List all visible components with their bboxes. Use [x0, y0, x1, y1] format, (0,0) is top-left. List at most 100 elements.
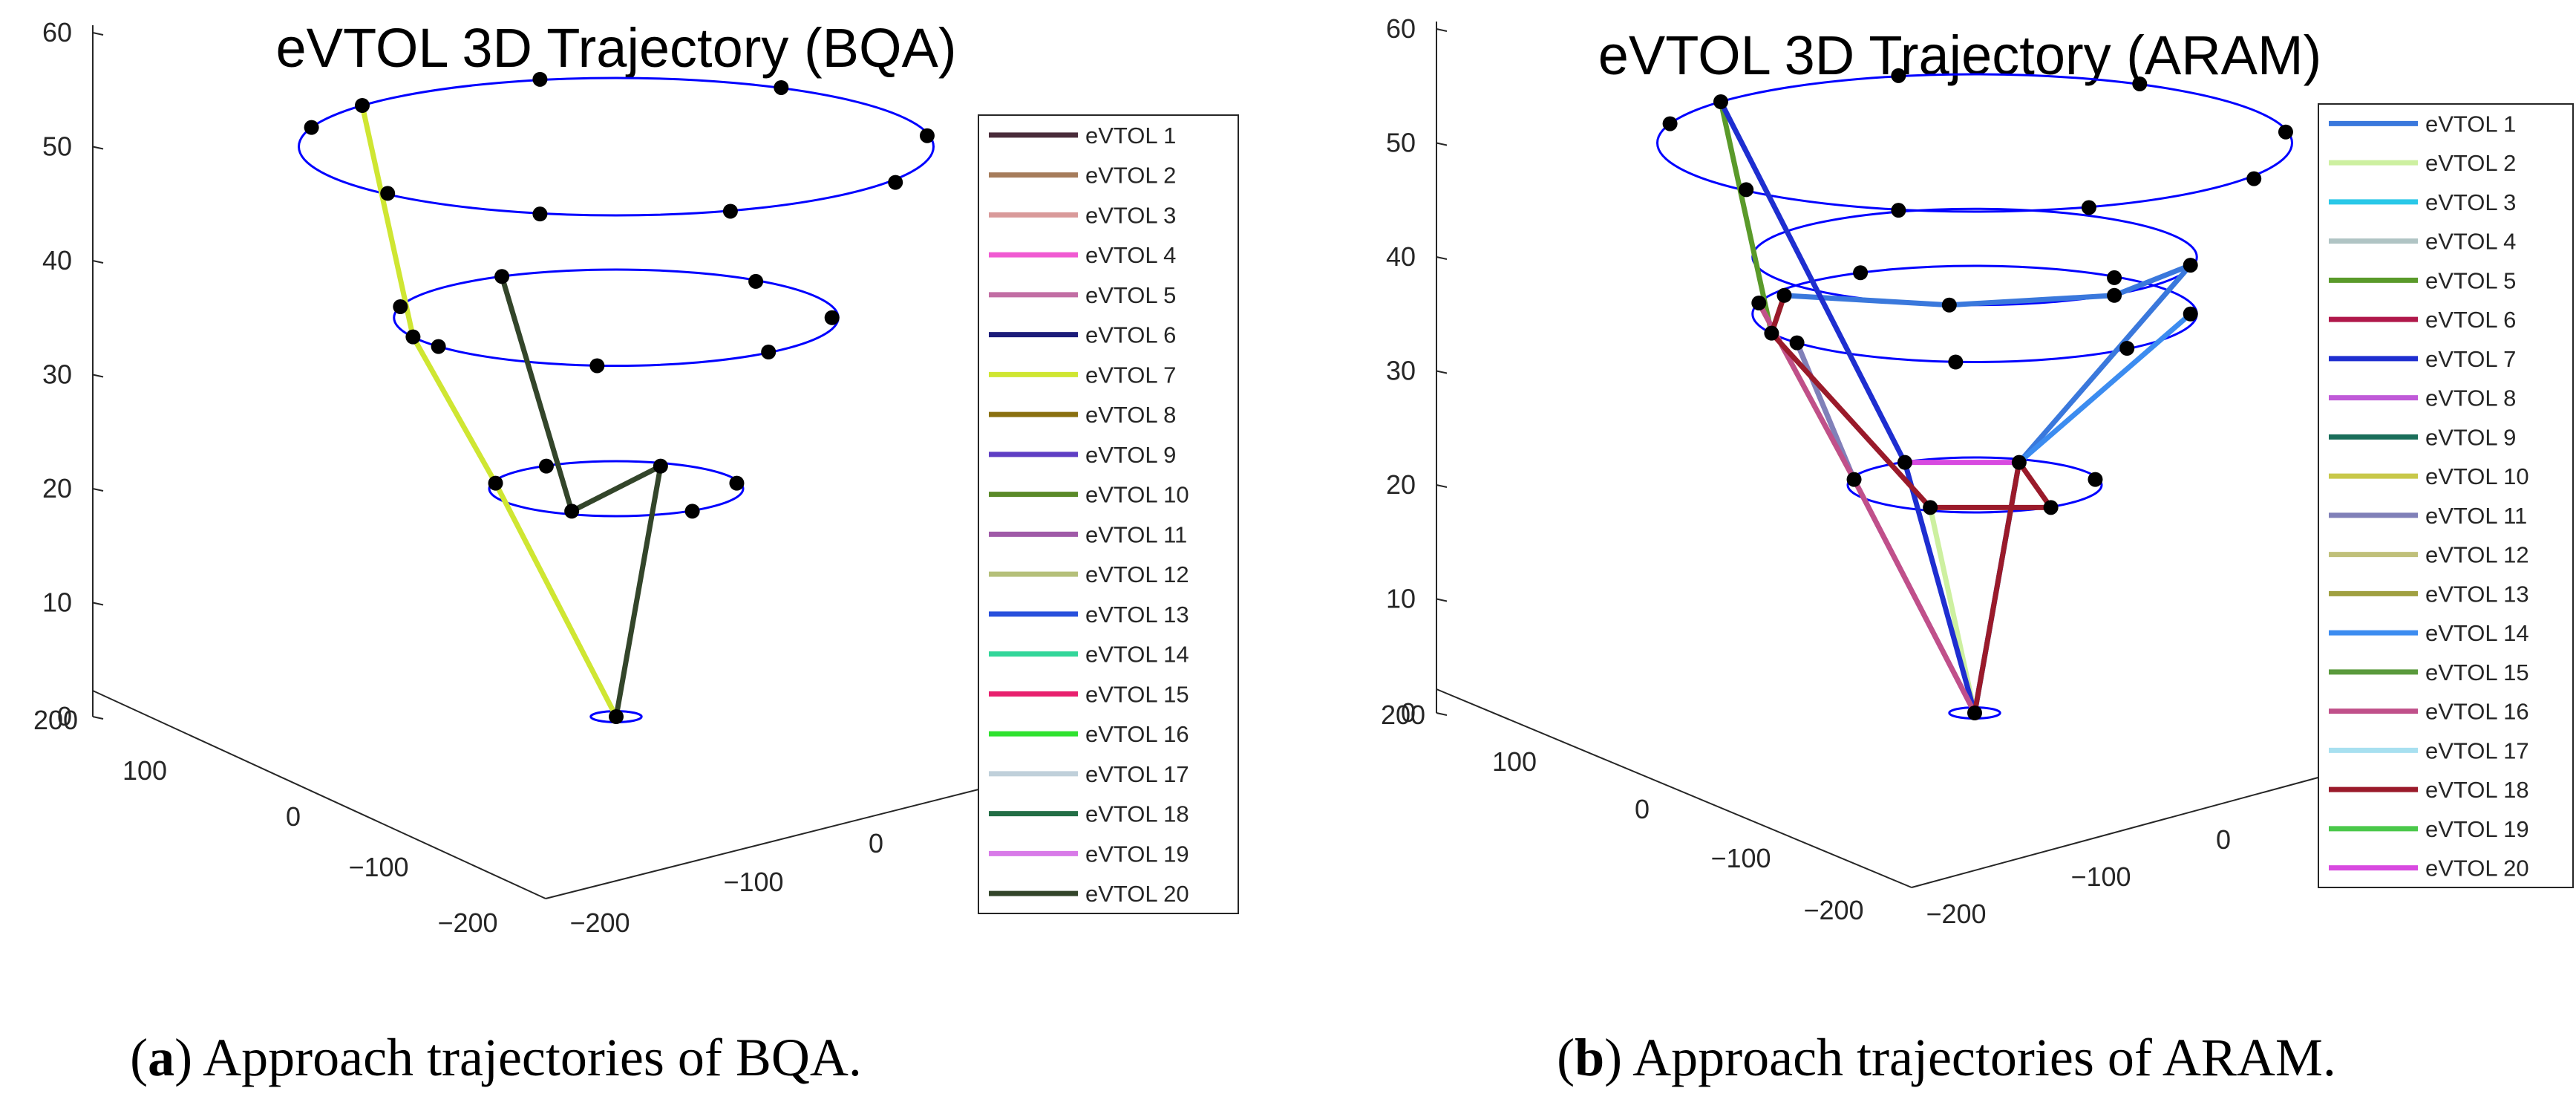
waypoint-marker: [380, 186, 396, 201]
z-tick-label: 20: [42, 473, 72, 504]
x-tick-label: −100: [2070, 861, 2131, 892]
altitude-ring: [1656, 73, 2293, 213]
caption-b-letter: b: [1575, 1028, 1604, 1087]
waypoint-marker: [538, 458, 554, 474]
legend-label: eVTOL 4: [2425, 229, 2516, 255]
legend-label: eVTOL 10: [1085, 482, 1189, 508]
legend-label: eVTOL 1: [1085, 123, 1176, 149]
y-tick-label: −200: [437, 908, 497, 938]
z-tick-label: 0: [1401, 697, 1416, 728]
y-tick-label: 100: [1492, 746, 1537, 777]
waypoint-marker: [684, 504, 700, 519]
waypoint-marker: [405, 329, 421, 345]
legend-label: eVTOL 7: [1085, 362, 1176, 388]
waypoint-marker: [1776, 287, 1792, 303]
waypoint-marker: [2107, 287, 2122, 303]
z-tick-label: 50: [42, 131, 72, 162]
waypoint-marker: [431, 339, 446, 354]
y-tick-label: 200: [1381, 700, 1425, 730]
legend-label: eVTOL 11: [1085, 521, 1187, 547]
legend-label: eVTOL 20: [2425, 856, 2529, 882]
altitude-ring: [488, 460, 745, 518]
waypoint-marker: [1846, 472, 1862, 487]
y-tick-label: 100: [122, 755, 167, 786]
z-tick-mark: [92, 716, 104, 720]
legend-label: eVTOL 18: [1085, 801, 1189, 827]
waypoint-marker: [1897, 454, 1912, 470]
legend-label: eVTOL 16: [2425, 699, 2529, 725]
legend-label: eVTOL 4: [1085, 242, 1176, 268]
waypoint-marker: [888, 175, 903, 190]
waypoint-marker: [1662, 116, 1678, 131]
chart-title: eVTOL 3D Trajectory (BQA): [275, 17, 956, 79]
legend-label: eVTOL 11: [2425, 503, 2527, 529]
legend-label: eVTOL 6: [2425, 307, 2516, 333]
legend: eVTOL 1 eVTOL 2 eVTOL 3 eVTOL 4 eVTOL 5 eVTOL…: [978, 114, 1239, 914]
waypoint-marker: [1948, 354, 1964, 370]
y-tick-label: 0: [286, 801, 301, 832]
z-tick-label: 10: [42, 587, 72, 618]
waypoint-marker: [355, 98, 370, 113]
y-tick-label: −100: [348, 852, 408, 882]
waypoint-marker: [2011, 454, 2027, 470]
y-tick-label: −100: [1710, 843, 1771, 873]
z-tick-label: 40: [1386, 241, 1416, 272]
waypoint-marker: [729, 475, 745, 491]
z-tick-label: 0: [57, 701, 72, 732]
waypoint-marker: [2043, 500, 2059, 515]
waypoint-marker: [774, 79, 789, 95]
legend-label: eVTOL 12: [2425, 542, 2529, 568]
legend-label: eVTOL 3: [2425, 189, 2516, 215]
z-tick-mark: [1436, 256, 1448, 260]
trajectory-line: [359, 102, 619, 720]
altitude-ring: [1846, 456, 2103, 514]
caption-b-open: (: [1557, 1028, 1575, 1087]
waypoint-marker: [1891, 203, 1906, 218]
z-tick-mark: [92, 602, 104, 606]
z-tick-mark: [92, 146, 104, 150]
waypoint-marker: [722, 203, 738, 219]
waypoint-marker: [1941, 297, 1957, 313]
legend-box: [2318, 103, 2574, 888]
y-axis-line: [92, 690, 546, 899]
panel-bqa: eVTOL 3D Trajectory (BQA) 0 10 20 30 40 50 60 −2…: [33, 17, 1239, 938]
altitude-ring: [298, 76, 935, 217]
legend-label: eVTOL 13: [2425, 581, 2529, 607]
z-tick-mark: [1436, 484, 1448, 488]
legend-label: eVTOL 9: [1085, 442, 1176, 468]
z-tick-mark: [1436, 712, 1448, 716]
waypoint-marker: [532, 71, 548, 87]
x-tick-label: −100: [723, 867, 783, 897]
legend-label: eVTOL 16: [1085, 721, 1189, 747]
z-tick-label: 60: [1386, 13, 1416, 44]
legend-label: eVTOL 5: [2425, 267, 2516, 293]
z-tick-mark: [92, 32, 104, 36]
trajectory-line: [499, 273, 664, 720]
z-tick-mark: [92, 488, 104, 492]
waypoint-marker: [1853, 265, 1869, 281]
waypoint-marker: [1764, 325, 1779, 341]
caption-b-text: ) Approach trajectories of ARAM.: [1604, 1028, 2336, 1087]
waypoint-marker: [1789, 335, 1805, 351]
legend-label: eVTOL 20: [1085, 881, 1189, 907]
z-tick-label: 10: [1386, 584, 1416, 614]
z-tick-label: 30: [1386, 356, 1416, 386]
x-axis-line: [545, 786, 988, 899]
legend-label: eVTOL 1: [2425, 111, 2516, 137]
legend-label: eVTOL 10: [2425, 463, 2529, 489]
trajectory-line: [1718, 99, 1787, 336]
waypoint-marker: [1713, 94, 1728, 109]
y-tick-label: 0: [1635, 794, 1650, 824]
z-tick-label: 40: [42, 245, 72, 276]
legend-label: eVTOL 14: [1085, 642, 1189, 668]
legend-label: eVTOL 2: [2425, 150, 2516, 176]
trajectory-line: [1972, 311, 2194, 716]
caption-a-letter: a: [148, 1028, 174, 1087]
waypoint-marker: [2081, 200, 2096, 215]
waypoint-marker: [564, 504, 580, 519]
z-tick-mark: [1436, 598, 1448, 602]
y-axis-line: [1436, 688, 1912, 888]
legend-label: eVTOL 6: [1085, 322, 1176, 348]
legend-label: eVTOL 17: [1085, 761, 1189, 787]
